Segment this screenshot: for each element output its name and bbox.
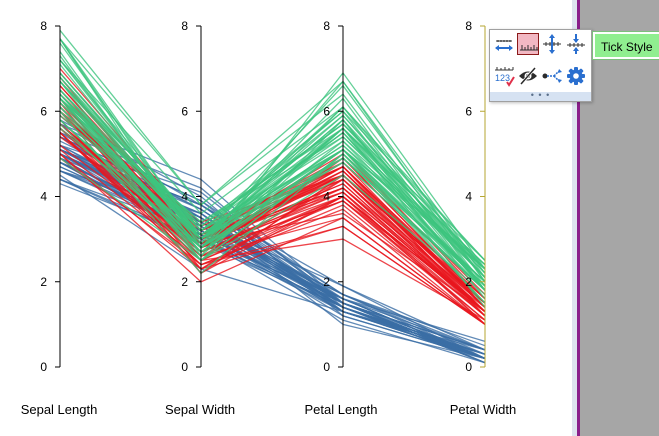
profile-line-2-49[interactable] xyxy=(59,115,486,291)
axis-0[interactable]: 0 2 4 6 8 Sepal Length xyxy=(21,19,98,417)
arrows-vertical-icon xyxy=(543,34,561,54)
tick-label: 6 xyxy=(323,104,330,118)
axis-1[interactable]: 0 2 4 6 8 Sepal Width xyxy=(165,19,235,417)
axis-label: Petal Width xyxy=(450,402,516,417)
share-nodes-icon xyxy=(542,69,562,83)
tick-label: 6 xyxy=(465,104,472,118)
tick-labels-button[interactable]: 123 xyxy=(493,65,515,87)
tick-label: 2 xyxy=(181,275,188,289)
tick-style-tooltip: Tick Style xyxy=(593,32,659,59)
tick-label: 4 xyxy=(40,190,47,204)
axis-label: Sepal Width xyxy=(165,402,235,417)
tick-label: 4 xyxy=(465,190,472,204)
profile-line-2-22[interactable] xyxy=(59,38,486,283)
tick-label: 8 xyxy=(40,19,47,33)
tick-label: 0 xyxy=(465,360,472,374)
axis-toolbar: 123 • • • xyxy=(489,29,592,102)
tick-label: 4 xyxy=(323,190,330,204)
profile-line-2-9[interactable] xyxy=(59,59,486,261)
profile-line-2-47[interactable] xyxy=(59,89,486,283)
profile-line-2-48[interactable] xyxy=(59,102,486,270)
tick-label: 2 xyxy=(465,275,472,289)
profile-line-1-39[interactable] xyxy=(59,132,486,313)
profile-line-2-32[interactable] xyxy=(59,93,486,274)
gear-icon xyxy=(567,67,585,85)
axis-3[interactable]: 0 2 4 6 8 Petal Width xyxy=(450,19,516,417)
profile-line-1-31[interactable] xyxy=(59,132,486,325)
profile-lines xyxy=(59,29,486,364)
axes: 0 2 4 6 8 Sepal Length 0 2 4 6 8 Sepal Width 0 2 4 6 8 Pe… xyxy=(21,19,517,417)
profile-line-2-17[interactable] xyxy=(59,38,486,274)
tick-label: 0 xyxy=(40,360,47,374)
share-button[interactable] xyxy=(541,65,563,87)
profile-line-2-42[interactable] xyxy=(59,119,486,287)
panel-border xyxy=(577,0,580,436)
profile-line-2-6[interactable] xyxy=(59,157,486,295)
tick-label: 0 xyxy=(323,360,330,374)
tick-label: 2 xyxy=(40,275,47,289)
tick-label: 4 xyxy=(181,190,188,204)
expand-horizontal-button[interactable] xyxy=(493,33,515,55)
hide-button[interactable] xyxy=(517,65,539,87)
arrows-compress-icon xyxy=(567,34,585,54)
axis-label: Sepal Length xyxy=(21,402,98,417)
eye-slash-icon xyxy=(519,67,537,85)
profile-line-1-43[interactable] xyxy=(59,153,486,325)
toolbar-expander[interactable]: • • • xyxy=(490,91,591,101)
axis-2[interactable]: 0 2 4 6 8 Petal Length xyxy=(304,19,377,417)
parallel-coordinates-chart: 0 2 4 6 8 Sepal Length 0 2 4 6 8 Sepal Width 0 2 4 6 8 Pe… xyxy=(21,19,517,417)
tick-label: 6 xyxy=(181,104,188,118)
tick-label: 2 xyxy=(323,275,330,289)
profile-line-2-44[interactable] xyxy=(59,80,486,261)
profile-line-2-40[interactable] xyxy=(59,80,486,266)
tick-label: 8 xyxy=(465,19,472,33)
ruler-numbers-icon: 123 xyxy=(495,67,515,87)
svg-text:123: 123 xyxy=(495,73,510,83)
axis-label: Petal Length xyxy=(304,402,377,417)
settings-button[interactable] xyxy=(565,65,587,87)
tick-label: 0 xyxy=(181,360,188,374)
tick-label: 8 xyxy=(181,19,188,33)
tick-label: 8 xyxy=(323,19,330,33)
profile-line-2-19[interactable] xyxy=(59,110,486,304)
ruler-ticks-icon xyxy=(520,45,538,51)
compress-vertical-button[interactable] xyxy=(565,33,587,55)
profile-line-1-48[interactable] xyxy=(59,149,486,321)
splitter[interactable] xyxy=(572,0,577,436)
tick-style-button[interactable] xyxy=(517,33,539,55)
side-panel xyxy=(580,0,659,436)
arrows-horizontal-icon xyxy=(495,40,513,51)
expand-vertical-button[interactable] xyxy=(541,33,563,55)
tick-label: 6 xyxy=(40,104,47,118)
